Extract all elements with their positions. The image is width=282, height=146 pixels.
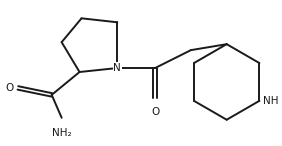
Text: O: O: [6, 83, 14, 93]
Text: NH₂: NH₂: [52, 128, 71, 138]
Text: O: O: [151, 107, 159, 117]
Text: N: N: [113, 63, 121, 73]
Text: NH: NH: [263, 96, 279, 106]
